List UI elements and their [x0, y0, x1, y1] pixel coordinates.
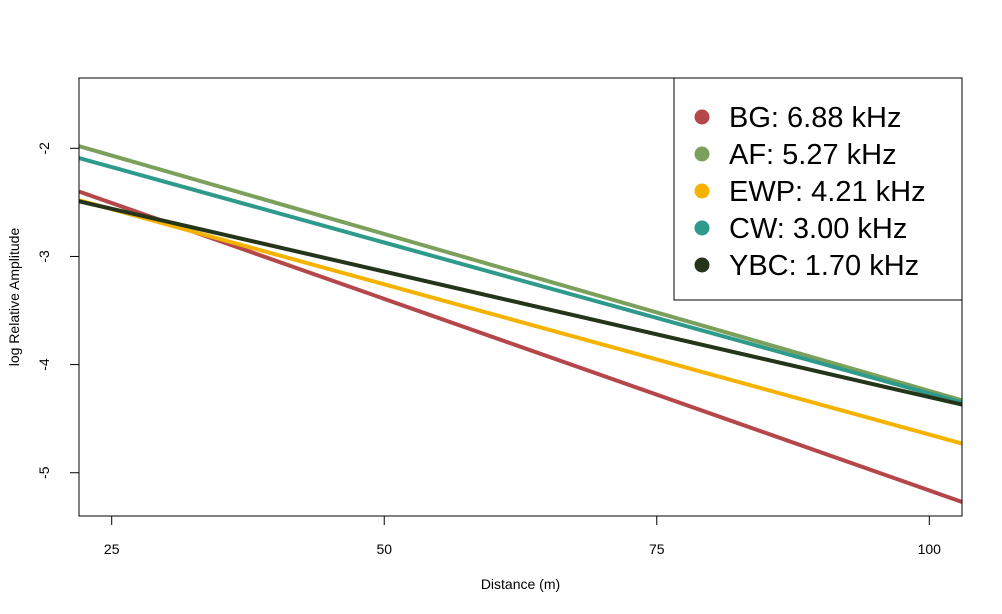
y-tick-label: -5	[36, 466, 52, 479]
legend: BG: 6.88 kHz AF: 5.27 kHz EWP: 4.21 kHz CW:…	[673, 77, 963, 301]
series-line-0	[79, 189, 962, 504]
legend-label: YBC: 1.70 kHz	[729, 250, 919, 282]
y-axis-title: log Relative Amplitude	[6, 228, 22, 367]
x-tick-label: 25	[104, 541, 120, 557]
series-line-3	[79, 156, 962, 405]
series-line-2	[79, 198, 962, 446]
x-tick-label: 75	[649, 541, 665, 557]
y-tick-label: -4	[36, 358, 52, 371]
legend-label: AF: 5.27 kHz	[729, 139, 897, 171]
y-axis: -5 -4 -3 -2	[36, 142, 80, 479]
legend-label: BG: 6.88 kHz	[729, 102, 901, 134]
x-axis-title: Distance (m)	[481, 576, 560, 592]
x-tick-label: 100	[918, 541, 942, 557]
legend-marker	[694, 183, 710, 199]
legend-marker	[694, 220, 710, 236]
y-tick-label: -2	[36, 142, 52, 155]
series-layer	[79, 144, 962, 504]
series-line-1	[79, 144, 962, 403]
legend-marker	[694, 109, 710, 125]
legend-marker	[694, 257, 710, 273]
series-line-4	[79, 199, 962, 407]
y-tick-label: -3	[36, 250, 52, 263]
legend-marker	[694, 146, 710, 162]
x-tick-label: 50	[376, 541, 392, 557]
legend-box	[673, 77, 963, 301]
legend-label: CW: 3.00 kHz	[729, 213, 907, 245]
legend-label: EWP: 4.21 kHz	[729, 176, 926, 208]
x-axis: 25 50 75 100	[104, 515, 942, 557]
